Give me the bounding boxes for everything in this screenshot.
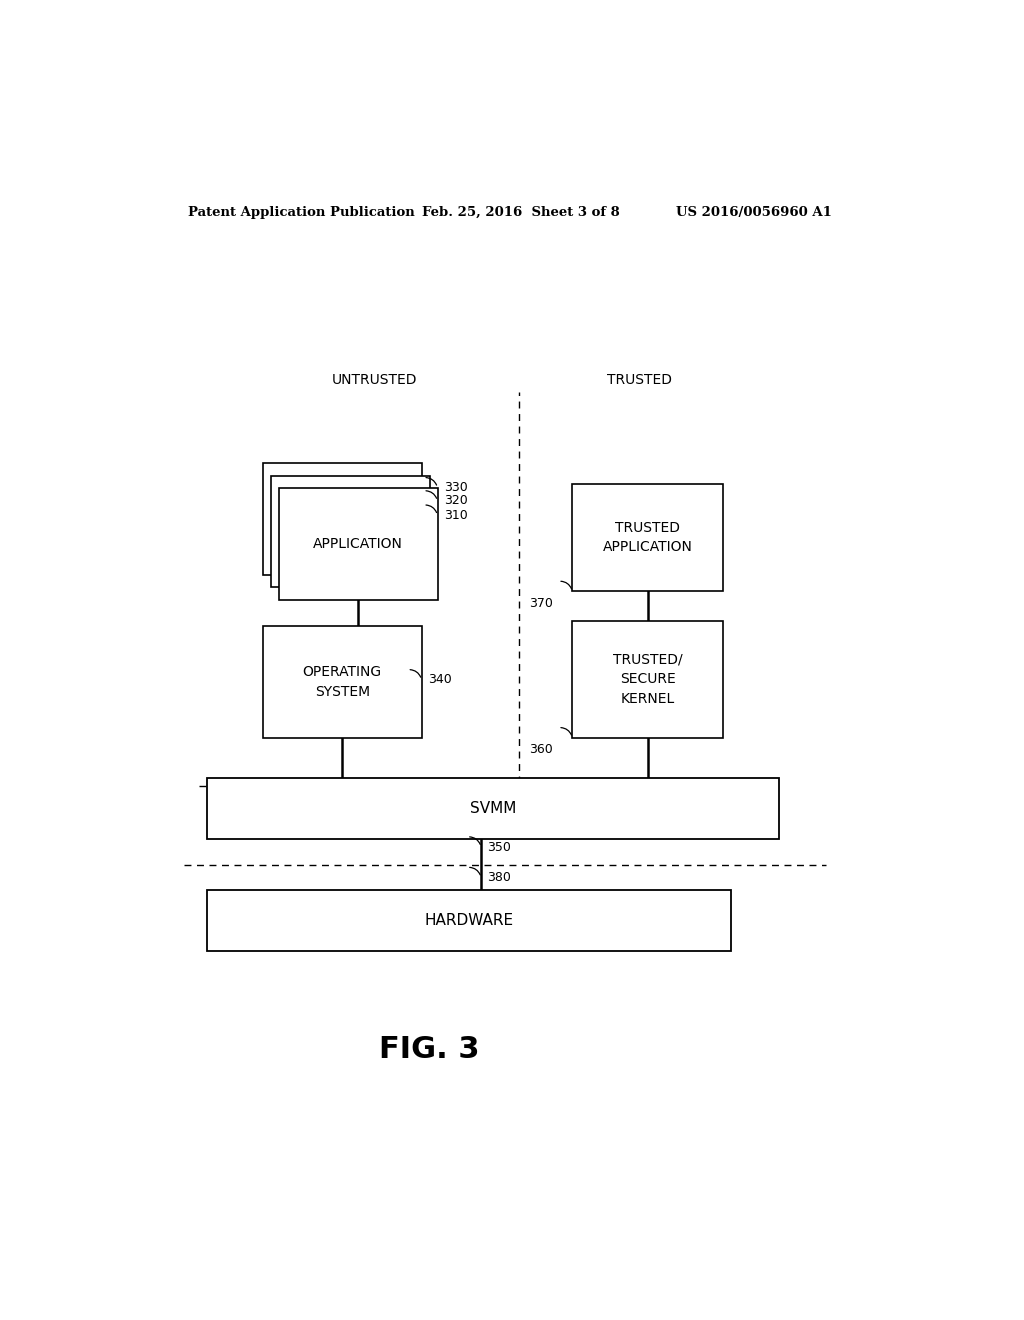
Bar bbox=[207, 779, 778, 840]
Text: 350: 350 bbox=[487, 841, 511, 854]
Bar bbox=[270, 475, 430, 587]
Bar bbox=[572, 620, 723, 738]
Text: APPLICATION: APPLICATION bbox=[313, 537, 403, 550]
Text: Feb. 25, 2016  Sheet 3 of 8: Feb. 25, 2016 Sheet 3 of 8 bbox=[422, 206, 620, 219]
Text: HARDWARE: HARDWARE bbox=[425, 913, 514, 928]
Text: 360: 360 bbox=[528, 743, 553, 756]
Text: 370: 370 bbox=[528, 597, 553, 610]
Text: TRUSTED
APPLICATION: TRUSTED APPLICATION bbox=[603, 521, 693, 554]
Text: 330: 330 bbox=[443, 482, 468, 494]
Text: 310: 310 bbox=[443, 508, 468, 521]
Text: UNTRUSTED: UNTRUSTED bbox=[332, 374, 417, 387]
Text: TRUSTED: TRUSTED bbox=[607, 374, 673, 387]
Text: Patent Application Publication: Patent Application Publication bbox=[187, 206, 415, 219]
Text: OPERATING
SYSTEM: OPERATING SYSTEM bbox=[303, 665, 382, 698]
Text: SVMM: SVMM bbox=[470, 801, 516, 816]
Bar bbox=[279, 487, 437, 599]
Text: 340: 340 bbox=[428, 673, 452, 686]
Text: TRUSTED/
SECURE
KERNEL: TRUSTED/ SECURE KERNEL bbox=[613, 653, 683, 706]
Text: 380: 380 bbox=[487, 871, 511, 884]
Text: US 2016/0056960 A1: US 2016/0056960 A1 bbox=[676, 206, 831, 219]
Bar bbox=[263, 463, 422, 576]
Text: FIG. 3: FIG. 3 bbox=[379, 1035, 480, 1064]
Bar bbox=[207, 890, 731, 952]
Bar bbox=[263, 626, 422, 738]
Bar bbox=[572, 483, 723, 591]
Text: 320: 320 bbox=[443, 495, 468, 507]
